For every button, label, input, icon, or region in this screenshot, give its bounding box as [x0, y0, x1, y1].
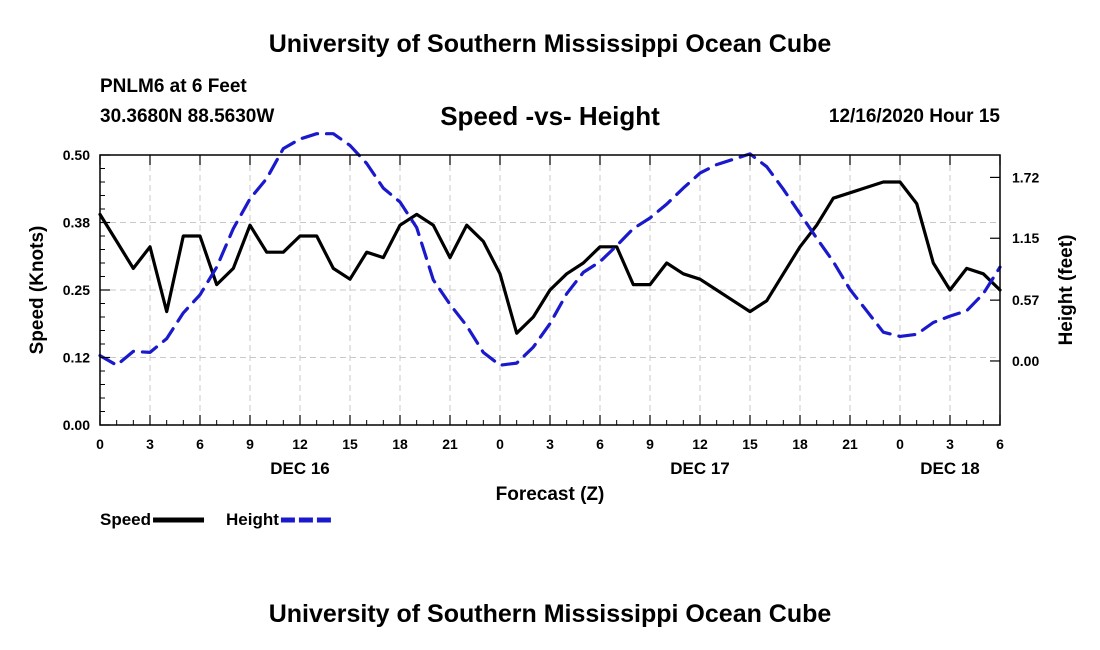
x-tick-label: 6 — [196, 436, 204, 452]
height-series-line — [98, 132, 1002, 367]
speed-series-line — [98, 180, 1002, 335]
x-tick-label: 15 — [742, 436, 758, 452]
x-tick-label: 21 — [442, 436, 458, 452]
station-label: PNLM6 at 6 Feet — [100, 76, 247, 97]
x-tick-label: 3 — [146, 436, 154, 452]
x-tick-label: 0 — [496, 436, 504, 452]
chart-title: Speed -vs- Height — [440, 101, 660, 131]
x-tick-label: 3 — [946, 436, 954, 452]
footer-organization-title: University of Southern Mississippi Ocean… — [268, 600, 832, 628]
y-tick-label: 0.38 — [63, 215, 90, 231]
y-tick-label: 0.25 — [63, 282, 90, 298]
y2-tick-label: 1.72 — [1012, 169, 1039, 185]
x-tick-label: 0 — [896, 436, 904, 452]
forecast-datetime: 12/16/2020 Hour 15 — [828, 106, 1000, 127]
x-tick-label: 18 — [392, 436, 408, 452]
y2-tick-label: 0.57 — [1012, 292, 1039, 308]
x-tick-label: 9 — [246, 436, 254, 452]
date-label: DEC 16 — [270, 459, 330, 478]
y-tick-label: 0.12 — [63, 350, 90, 366]
organization-title: University of Southern Mississippi Ocean… — [268, 30, 832, 58]
x-tick-label: 21 — [842, 436, 858, 452]
y-axis-label: Speed (Knots) — [27, 226, 48, 355]
y-tick-label: 0.00 — [63, 417, 90, 433]
x-tick-label: 6 — [996, 436, 1004, 452]
x-tick-label: 15 — [342, 436, 358, 452]
x-tick-label: 9 — [646, 436, 654, 452]
y2-tick-label: 1.15 — [1012, 230, 1039, 246]
legend-label-speed: Speed — [100, 510, 151, 529]
x-axis-label: Forecast (Z) — [496, 484, 605, 505]
legend: Speed Height — [100, 510, 332, 529]
y-tick-label: 0.50 — [63, 147, 90, 163]
x-tick-label: 12 — [692, 436, 708, 452]
date-label: DEC 17 — [670, 459, 730, 478]
station-coordinates: 30.3680N 88.5630W — [100, 106, 275, 127]
series-lines — [98, 132, 1002, 367]
x-tick-label: 12 — [292, 436, 308, 452]
legend-label-height: Height — [226, 510, 279, 529]
axes: 0 3 6 9 12 15 18 21 0 3 6 9 12 15 18 21 0 3 6 0.00 0.12 0.25 0… — [63, 147, 1040, 478]
x-tick-label: 0 — [96, 436, 104, 452]
grid-lines — [100, 155, 1000, 425]
y2-tick-label: 0.00 — [1012, 353, 1039, 369]
date-label: DEC 18 — [920, 459, 980, 478]
x-tick-label: 3 — [546, 436, 554, 452]
y2-axis-label: Height (feet) — [1056, 235, 1077, 346]
x-tick-label: 6 — [596, 436, 604, 452]
x-tick-label: 18 — [792, 436, 808, 452]
